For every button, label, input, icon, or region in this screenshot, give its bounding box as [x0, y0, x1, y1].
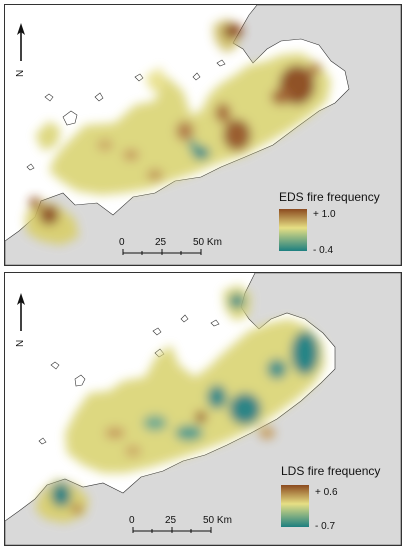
legend: LDS fire frequency + 0.6 - 0.7: [281, 464, 380, 532]
eds-fire-surface: [25, 19, 331, 245]
scale-tick-50: 50 Km: [203, 515, 232, 526]
legend-max: + 1.0: [313, 209, 336, 220]
legend-min: - 0.4: [313, 245, 333, 256]
lds-fire-surface: [35, 285, 325, 523]
scale-tick-0: 0: [119, 237, 125, 248]
scale-bar: 0 25 50 Km: [119, 237, 222, 255]
north-label: N: [15, 70, 26, 77]
scale-tick-25: 25: [165, 515, 177, 526]
lds-map: N 0 25 50 Km LDS fire frequency + 0.6 - …: [5, 273, 401, 545]
legend-title: EDS fire frequency: [279, 190, 380, 204]
land-mass: [5, 273, 401, 545]
legend-min: - 0.7: [315, 521, 335, 532]
eds-map-panel: N 0 25 50 Km EDS fire frequency + 1.0 - …: [4, 4, 402, 266]
legend: EDS fire frequency + 1.0 - 0.4: [279, 190, 380, 256]
scale-tick-50: 50 Km: [193, 237, 222, 248]
scale-tick-0: 0: [129, 515, 135, 526]
lds-map-panel: N 0 25 50 Km LDS fire frequency + 0.6 - …: [4, 272, 402, 546]
eds-map: N 0 25 50 Km EDS fire frequency + 1.0 - …: [5, 5, 401, 265]
legend-max: + 0.6: [315, 487, 338, 498]
islands: [26, 59, 226, 171]
legend-ramp: [279, 209, 307, 251]
scale-tick-25: 25: [155, 237, 167, 248]
legend-title: LDS fire frequency: [281, 464, 380, 478]
north-arrow: N: [15, 23, 26, 77]
north-arrow: N: [15, 293, 26, 347]
north-label: N: [15, 340, 26, 347]
scale-bar: 0 25 50 Km: [129, 515, 232, 533]
legend-ramp: [281, 485, 309, 527]
